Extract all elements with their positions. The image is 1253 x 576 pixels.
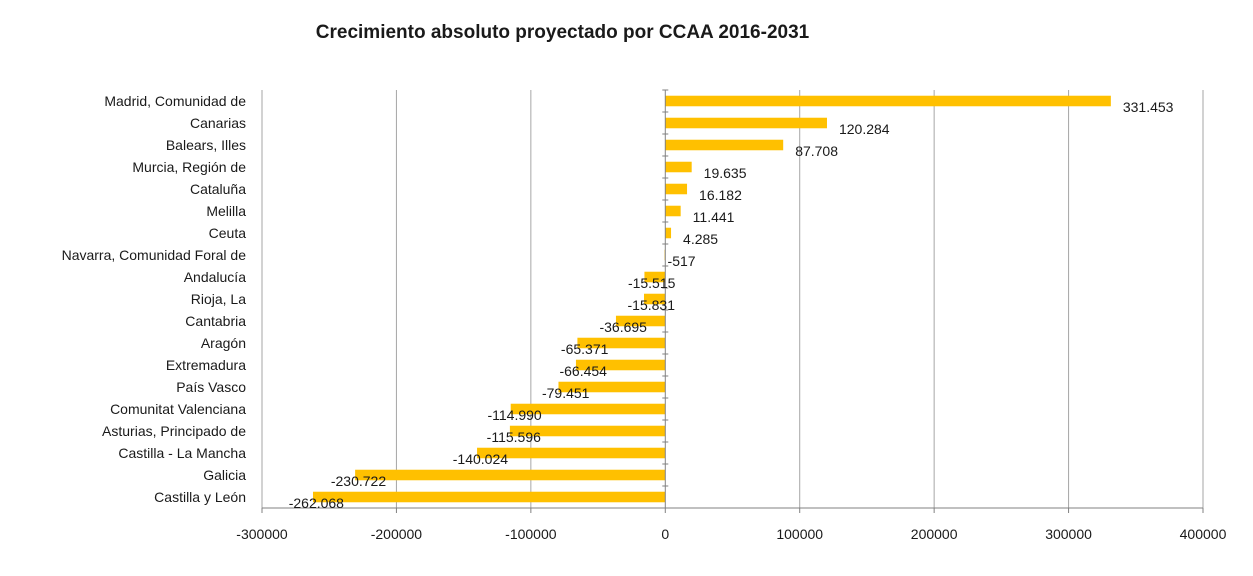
bar: [509, 425, 666, 437]
bar: [577, 337, 666, 349]
category-label: Canarias: [190, 115, 246, 131]
bar: [615, 315, 666, 327]
data-label: -65.371: [561, 341, 609, 357]
bar: [665, 117, 827, 129]
category-label: Castilla - La Mancha: [118, 445, 246, 461]
bar: [665, 161, 692, 173]
bar: [644, 271, 666, 283]
data-label: 87.708: [795, 143, 838, 159]
category-label: Melilla: [206, 203, 246, 219]
bar: [665, 183, 688, 195]
category-label: Balears, Illes: [166, 137, 246, 153]
data-label: 19.635: [704, 165, 747, 181]
x-tick-label: 0: [661, 526, 669, 542]
data-label: -15.831: [628, 297, 676, 313]
data-label: 11.441: [693, 209, 735, 225]
category-label: Cantabria: [185, 313, 246, 329]
category-label: Galicia: [203, 467, 246, 483]
category-label: Castilla y León: [154, 489, 246, 505]
x-tick-label: -200000: [371, 526, 423, 542]
data-label: -230.722: [331, 473, 386, 489]
bar: [510, 403, 666, 415]
data-label: -36.695: [599, 319, 647, 335]
data-label: 16.182: [699, 187, 742, 203]
x-tick-label: -300000: [236, 526, 288, 542]
category-label: Navarra, Comunidad Foral de: [62, 247, 247, 263]
category-label: Madrid, Comunidad de: [104, 93, 246, 109]
bar: [665, 95, 1111, 107]
data-label: 331.453: [1123, 99, 1174, 115]
bar: [575, 359, 666, 371]
bar: [312, 491, 666, 503]
bar: [665, 139, 784, 151]
data-label: -66.454: [559, 363, 607, 379]
bar: [665, 227, 672, 239]
data-label: -79.451: [542, 385, 590, 401]
x-tick-label: 200000: [911, 526, 958, 542]
category-label: Cataluña: [190, 181, 246, 197]
data-label: -15.515: [628, 275, 676, 291]
category-label: Extremadura: [166, 357, 246, 373]
data-label: -114.990: [487, 407, 541, 423]
bar: [644, 293, 666, 305]
category-label: Rioja, La: [191, 291, 246, 307]
category-label: Andalucía: [184, 269, 246, 285]
data-label: -262.068: [289, 495, 344, 511]
data-label: -517: [668, 253, 696, 269]
x-tick-label: 400000: [1180, 526, 1227, 542]
bar: [355, 469, 666, 481]
category-label: Aragón: [201, 335, 246, 351]
bar: [477, 447, 666, 459]
x-tick-label: 100000: [776, 526, 823, 542]
category-label: Comunitat Valenciana: [110, 401, 246, 417]
category-label: País Vasco: [176, 379, 246, 395]
data-label: 4.285: [683, 231, 718, 247]
bar: [558, 381, 666, 393]
data-label: -115.596: [487, 429, 541, 445]
category-label: Murcia, Región de: [132, 159, 246, 175]
x-tick-label: -100000: [505, 526, 557, 542]
x-tick-label: 300000: [1045, 526, 1092, 542]
category-label: Ceuta: [209, 225, 247, 241]
data-label: 120.284: [839, 121, 890, 137]
category-label: Asturias, Principado de: [102, 423, 246, 439]
chart-title: Crecimiento absoluto proyectado por CCAA…: [315, 22, 810, 43]
data-label: -140.024: [453, 451, 508, 467]
bar: [665, 205, 681, 217]
